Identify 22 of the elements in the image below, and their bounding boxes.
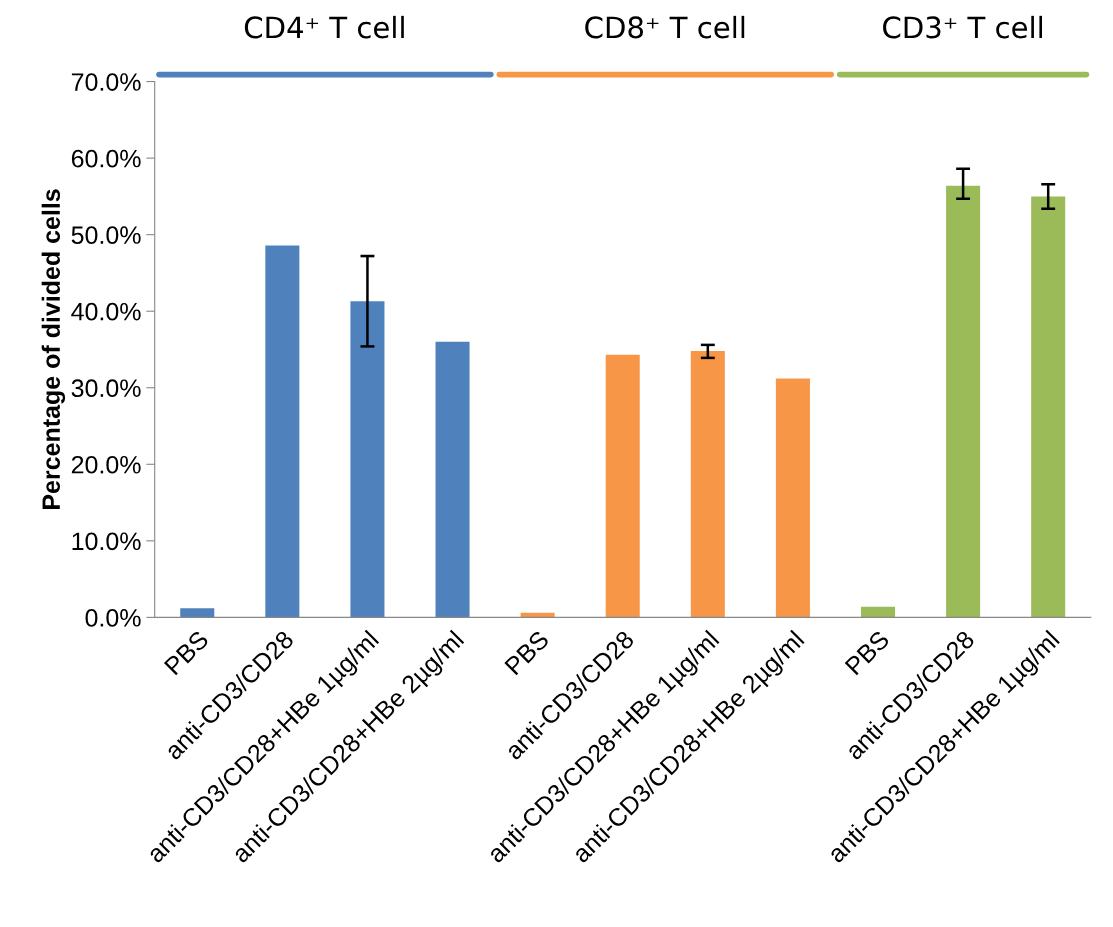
bar	[1031, 196, 1066, 618]
bar	[265, 245, 300, 618]
bar	[180, 608, 215, 618]
y-tick-label: 50.0%	[71, 226, 141, 244]
bar	[605, 354, 640, 618]
text: CD4⁺ T cell	[244, 15, 404, 39]
text: CD3⁺ T cell	[883, 15, 1043, 39]
y-tick-label: 30.0%	[71, 379, 141, 398]
bar	[775, 378, 810, 618]
y-tick-label: 0.0%	[85, 608, 141, 627]
y-tick-label: 70.0%	[71, 73, 141, 91]
y-tick-label: 10.0%	[72, 532, 141, 551]
text: CD8⁺ T cell	[585, 15, 745, 39]
bar	[350, 301, 385, 618]
y-axis-title: Percentage of divided cells	[41, 189, 66, 509]
bar	[690, 351, 725, 618]
y-tick-label: 20.0%	[71, 455, 141, 474]
y-tick-label: 60.0%	[71, 149, 141, 168]
bar	[435, 341, 470, 618]
bar	[860, 606, 896, 618]
bar	[946, 185, 981, 618]
y-tick-label: 40.0%	[71, 302, 141, 321]
